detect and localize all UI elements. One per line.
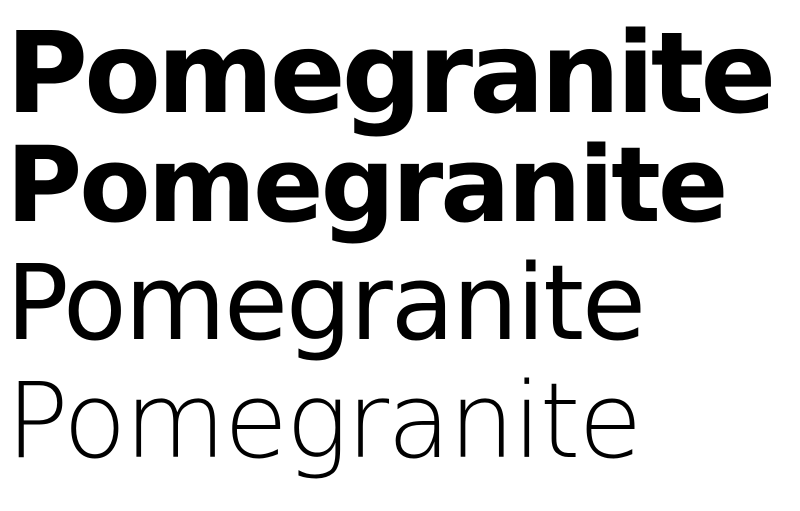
specimen-line-regular: Pomegranite — [6, 242, 646, 364]
specimen-line-bold: Pomegranite — [6, 124, 728, 246]
specimen-line-light: Pomegranite — [6, 360, 642, 482]
font-weight-specimen: Pomegranite Pomegranite Pomegranite Pome… — [6, 18, 796, 487]
specimen-line-black: Pomegranite — [6, 9, 776, 139]
